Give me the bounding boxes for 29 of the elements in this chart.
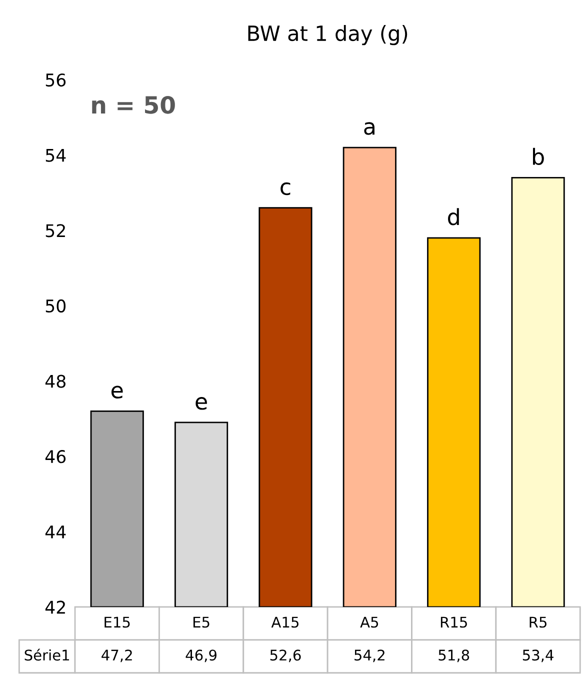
y-tick-label: 54: [46, 149, 66, 162]
data-label: 47,2: [102, 650, 132, 662]
data-label: 53,4: [522, 650, 554, 662]
annotation: e: [196, 397, 207, 410]
x-tick-label: R15: [440, 616, 467, 628]
y-tick-label: 56: [46, 73, 66, 87]
y-tick-label: 50: [46, 299, 66, 313]
y-tick-label: 46: [45, 450, 66, 464]
data-label: 52,6: [270, 650, 301, 662]
annotation: b: [533, 148, 544, 166]
y-tick-label: 42: [45, 600, 65, 614]
x-tick-label: E15: [104, 616, 130, 628]
annotation: n = 50: [92, 96, 175, 114]
x-tick-label: A15: [271, 616, 298, 628]
x-tick-label: R5: [530, 616, 546, 628]
text: Série1: [24, 648, 70, 661]
data-label: 54,2: [354, 650, 384, 662]
chart-title: BW at 1 day (g): [248, 25, 408, 46]
data-label: 46,9: [186, 650, 216, 662]
annotation: a: [364, 122, 374, 135]
x-tick-label: A5: [360, 616, 378, 628]
annotation: d: [448, 208, 459, 226]
y-tick-label: 48: [45, 374, 66, 388]
x-tick-label: E5: [193, 616, 210, 628]
annotation: c: [280, 182, 290, 196]
y-tick-label: 44: [45, 526, 66, 538]
y-tick-label: 52: [46, 224, 65, 238]
data-label: 51,8: [438, 650, 470, 662]
annotation: e: [111, 386, 123, 399]
